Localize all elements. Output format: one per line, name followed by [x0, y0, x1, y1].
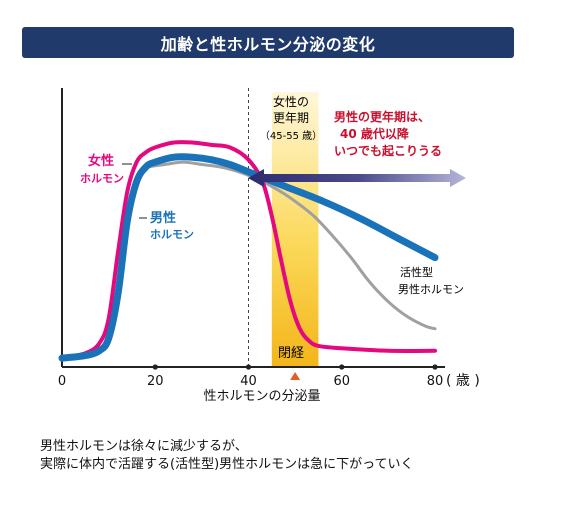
series-female-line — [60, 140, 437, 361]
caption-line2: 実際に体内で活躍する(活性型)男性ホルモンは急に下がっていく — [40, 457, 414, 472]
female-label-line1: 女性 — [88, 153, 114, 169]
x-tick-mark — [339, 364, 345, 370]
double-arrow-icon — [248, 169, 466, 187]
active-label-line1: 活性型 — [400, 265, 433, 279]
menopause-label-line2: 更年期 — [273, 111, 309, 125]
heikei-label: 閉経 — [278, 346, 304, 361]
caption: 男性ホルモンは徐々に減少するが、 実際に体内で活躍する(活性型)男性ホルモンは急… — [40, 438, 414, 474]
series-male-line — [58, 153, 439, 362]
male-label-line2: ホルモン — [150, 228, 194, 241]
male-menopause-arrow — [248, 169, 466, 187]
menopause-label-line1: 女性の — [273, 94, 309, 109]
series-active-male-line — [144, 160, 437, 331]
x-ticks: 0 20 40 60 80 — [58, 364, 443, 389]
female-label-line2: ホルモン — [80, 172, 124, 185]
male-menopause-note-line1: 男性の更年期は、 — [334, 109, 430, 124]
menopause-label-line3: （45-55 歳） — [260, 130, 322, 142]
x-tick-mark — [432, 364, 438, 370]
x-tick-mark — [152, 364, 158, 370]
hormone-chart: 0 20 40 60 80 ( 歳 ) 性ホルモンの分泌量 女性 ホルモン 男性 ホルモ… — [58, 88, 480, 404]
chart-title: 加齢と性ホルモン分泌の変化 — [22, 27, 514, 58]
male-menopause-note-line3: いつでも起こりうる — [334, 143, 442, 158]
male-menopause-note-line2: 40 歳代以降 — [340, 126, 410, 141]
active-label-line2: 男性ホルモン — [398, 282, 464, 296]
x-tick-label: 60 — [333, 374, 350, 389]
x-tick-label: 0 — [58, 374, 66, 389]
menopause-marker-icon — [290, 372, 301, 380]
x-tick-label: 80 — [427, 374, 444, 389]
x-axis-unit: ( 歳 ) — [446, 373, 480, 389]
caption-line1: 男性ホルモンは徐々に減少するが、 — [40, 439, 248, 454]
x-axis-label: 性ホルモンの分泌量 — [203, 389, 320, 404]
x-tick-label: 20 — [147, 374, 164, 389]
x-tick-label: 40 — [240, 374, 257, 389]
x-tick-mark — [245, 364, 252, 370]
male-label-line1: 男性 — [150, 210, 176, 226]
